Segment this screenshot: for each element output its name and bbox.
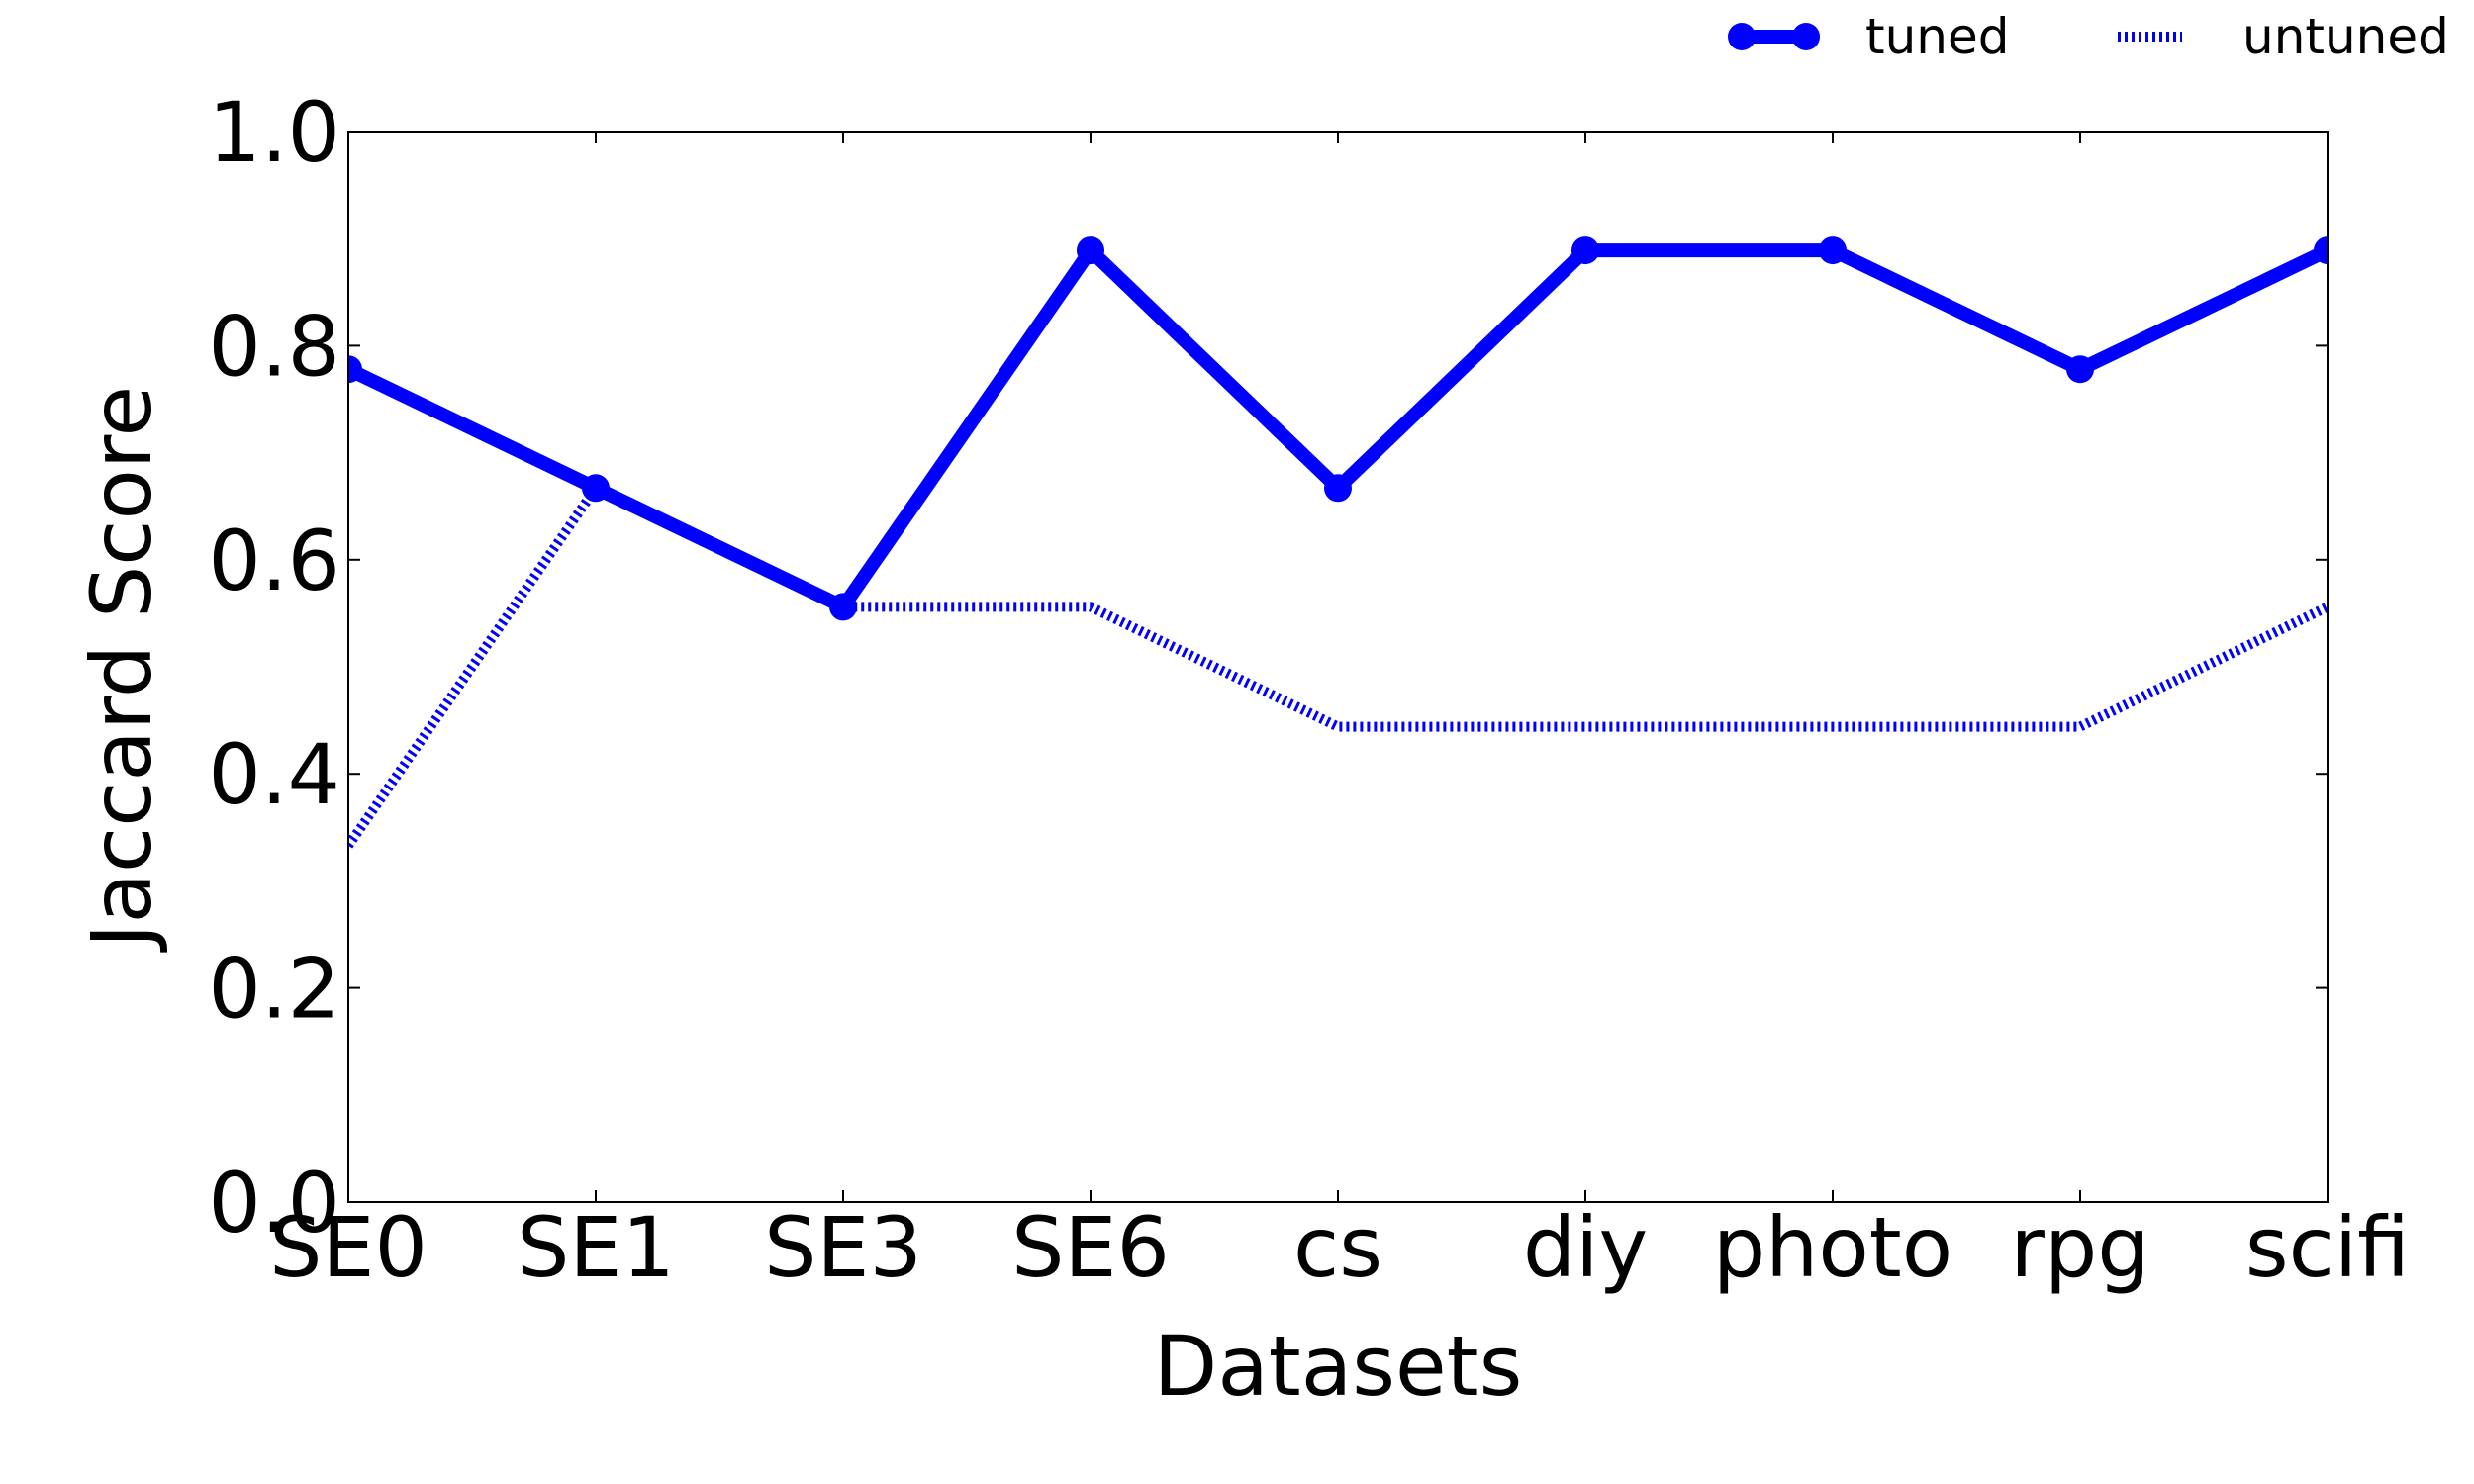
data-point-tuned [1819, 236, 1847, 265]
x-axis-title: Datasets [1154, 1318, 1523, 1415]
x-tick-label: scifi [2245, 1199, 2410, 1296]
data-point-tuned [582, 474, 610, 503]
x-tick-label: SE3 [764, 1199, 922, 1296]
y-tick-label: 0.6 [208, 512, 340, 609]
x-tick-label: rpg [2010, 1199, 2149, 1296]
legend-label-untuned: untuned [2242, 8, 2449, 65]
y-tick-label: 0.4 [208, 726, 340, 823]
y-tick-label: 0.8 [208, 298, 340, 395]
y-tick-label: 0.2 [208, 941, 340, 1038]
legend: tuned untuned [1728, 8, 2449, 65]
tick-labels: 0.0 0.2 0.4 0.6 0.8 1.0 SE0 SE1 SE3 SE6 cs diy photo… [208, 84, 2410, 1296]
plot-area [348, 132, 2328, 1202]
data-point-tuned [1571, 236, 1599, 265]
x-tick-label: diy [1523, 1199, 1648, 1296]
x-tick-label: SE6 [1011, 1199, 1170, 1296]
series-layer [348, 236, 2328, 849]
data-point-tuned [348, 355, 362, 384]
series-line-untuned [348, 481, 2328, 849]
x-tick-label: photo [1713, 1199, 1952, 1296]
y-axis-title: Jaccard Score [73, 386, 170, 953]
legend-label-tuned: tuned [1865, 8, 2009, 65]
x-tick-label: SE1 [517, 1199, 675, 1296]
data-point-tuned [1077, 236, 1104, 265]
plot-frame [347, 131, 2329, 1203]
x-tick-label: cs [1293, 1199, 1382, 1296]
legend-marker-tuned [1728, 23, 1756, 50]
x-tick-label: SE0 [269, 1199, 428, 1296]
data-point-tuned [1324, 474, 1352, 503]
y-tick-label: 1.0 [208, 84, 340, 181]
data-point-tuned [2066, 355, 2094, 384]
data-point-tuned [2314, 236, 2328, 265]
data-point-tuned [829, 593, 857, 621]
legend-marker-tuned [1792, 23, 1820, 50]
y-tick-label: 0.0 [208, 1155, 340, 1252]
